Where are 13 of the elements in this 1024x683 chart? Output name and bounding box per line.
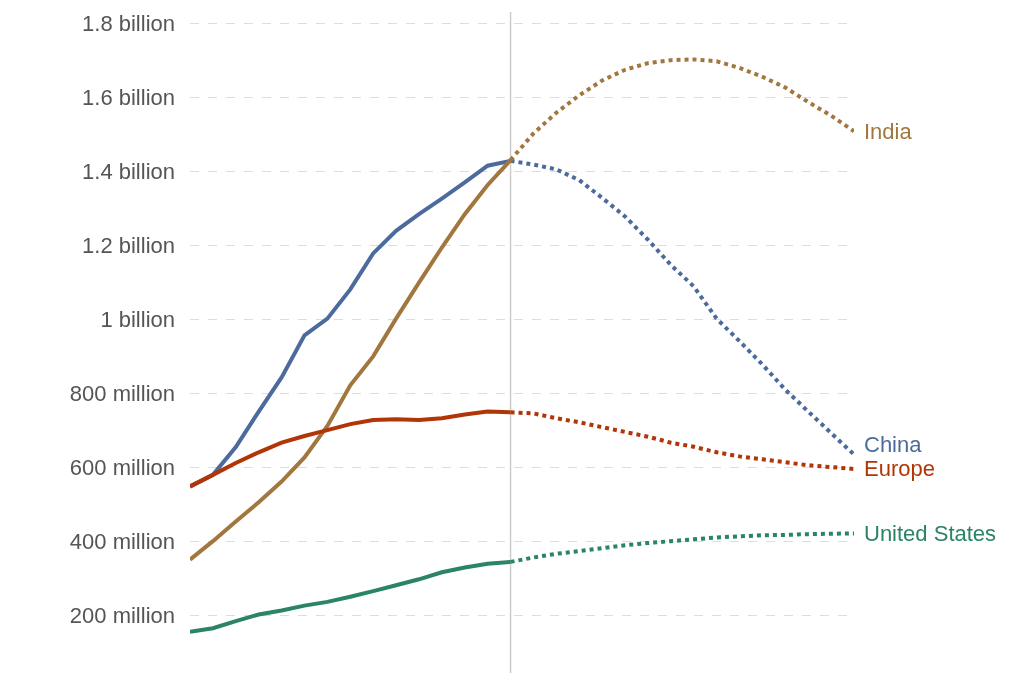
y-tick-label: 1 billion [100, 307, 175, 333]
y-tick-label: 600 million [69, 455, 175, 481]
series-label: United States [864, 521, 997, 546]
series-label: Europe [864, 456, 935, 481]
series-label: China [864, 432, 923, 457]
y-tick-label: 1.6 billion [82, 84, 175, 110]
y-tick-label: 800 million [69, 381, 175, 407]
series-label: India [864, 119, 913, 144]
y-tick-label: 1.2 billion [82, 232, 175, 258]
y-tick-label: 200 million [69, 603, 175, 629]
y-tick-label: 1.4 billion [82, 158, 175, 184]
y-tick-label: 1.8 billion [82, 10, 175, 36]
y-tick-label: 400 million [69, 529, 175, 555]
